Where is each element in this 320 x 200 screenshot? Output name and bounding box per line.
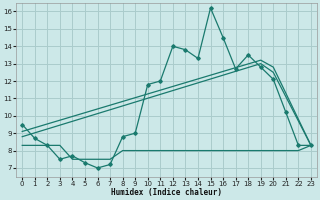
X-axis label: Humidex (Indice chaleur): Humidex (Indice chaleur) [111,188,222,197]
